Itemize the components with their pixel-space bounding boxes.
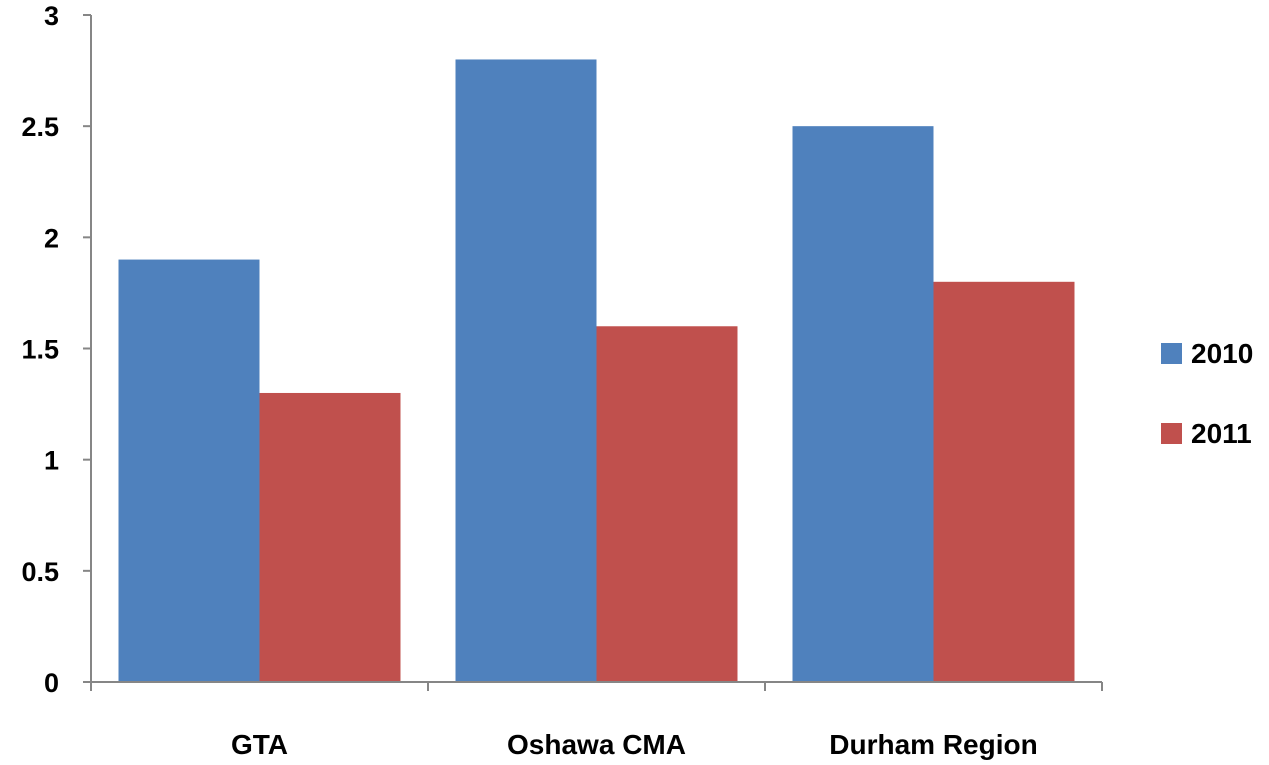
x-category-label: Oshawa CMA bbox=[507, 729, 686, 760]
bar-2011-oshawa-cma bbox=[596, 326, 738, 682]
y-tick-label: 1 bbox=[44, 446, 59, 476]
x-category-label: Durham Region bbox=[829, 729, 1037, 760]
y-tick-label: 1.5 bbox=[21, 335, 59, 365]
bar-2010-durham-region bbox=[792, 126, 934, 682]
bar-2010-gta bbox=[118, 259, 260, 682]
bars-group bbox=[118, 59, 1075, 682]
y-tick-label: 3 bbox=[44, 1, 59, 31]
bar-2011-gta bbox=[259, 392, 401, 682]
y-tick-label: 0.5 bbox=[21, 557, 59, 587]
bar-2011-durham-region bbox=[933, 281, 1075, 682]
legend-swatch-2011 bbox=[1161, 423, 1182, 444]
legend-swatch-2010 bbox=[1161, 343, 1182, 364]
legend-label-2010: 2010 bbox=[1191, 338, 1253, 369]
y-tick-label: 0 bbox=[44, 668, 59, 698]
y-tick-label: 2.5 bbox=[21, 112, 59, 142]
legend: 2010 2011 bbox=[1161, 338, 1253, 449]
legend-label-2011: 2011 bbox=[1191, 418, 1252, 449]
x-category-label: GTA bbox=[231, 729, 288, 760]
axes-group: 0 0.5 1 1.5 2 2.5 3 GTA Oshawa CMA Durham Region bbox=[21, 1, 1103, 760]
bar-2010-oshawa-cma bbox=[455, 59, 597, 682]
y-tick-label: 2 bbox=[44, 223, 59, 253]
